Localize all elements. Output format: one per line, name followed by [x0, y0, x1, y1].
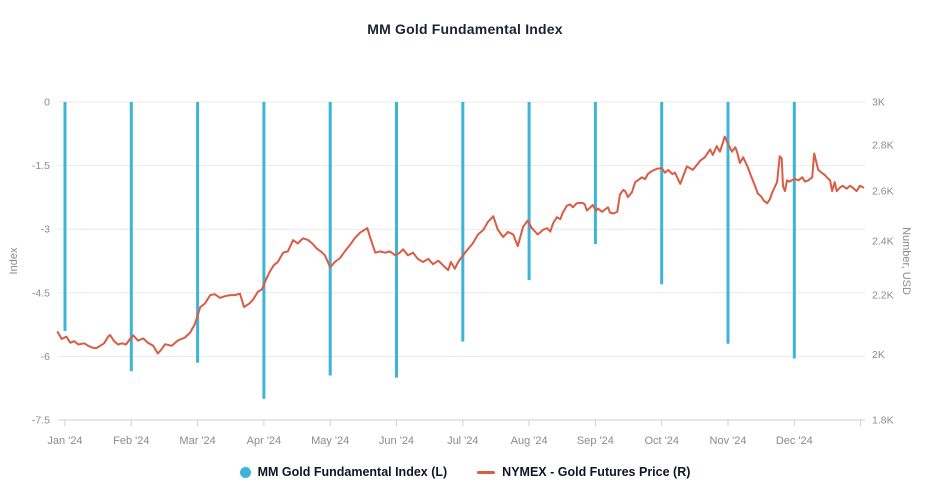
left-axis-tick-label: -7.5 — [32, 415, 50, 427]
left-axis-tick-label: -6 — [41, 351, 50, 363]
bar-jun — [395, 102, 398, 378]
x-axis-label: Mar '24 — [179, 435, 215, 447]
bar-nov — [726, 102, 730, 344]
legend-label: NYMEX - Gold Futures Price (R) — [502, 465, 691, 479]
bar-may — [328, 102, 332, 376]
bar-oct — [660, 102, 664, 285]
legend-label: MM Gold Fundamental Index (L) — [257, 465, 448, 479]
nymex-gold-futures-line — [56, 135, 865, 355]
right-axis-tick-label: 2.6K — [872, 186, 894, 198]
left-axis-tick-label: -4.5 — [32, 287, 50, 299]
bar-jul — [461, 102, 465, 342]
legend-line-icon — [477, 470, 496, 474]
bar-jan — [63, 102, 67, 331]
x-axis-label: Nov '24 — [710, 435, 747, 447]
x-axis-label: Oct '24 — [644, 435, 679, 447]
x-axis-label: Jan '24 — [47, 435, 82, 447]
x-axis-label: Apr '24 — [247, 435, 282, 447]
right-axis-tick-label: 2K — [872, 349, 885, 361]
x-axis-label: Aug '24 — [511, 435, 548, 447]
x-axis-label: Feb '24 — [113, 435, 149, 447]
left-axis-tick-label: -1.5 — [32, 160, 50, 172]
bar-feb — [129, 102, 133, 372]
right-axis-tick-label: 2.2K — [872, 290, 894, 302]
legend-item-nymex-gold-futures-price[interactable]: NYMEX - Gold Futures Price (R) — [477, 465, 690, 479]
right-axis-tick-label: 2.8K — [872, 139, 894, 151]
bar-mar — [196, 102, 200, 363]
x-axis-label: Jun '24 — [379, 435, 414, 447]
x-axis-label: Dec '24 — [776, 435, 813, 447]
legend-circle-icon — [239, 466, 251, 478]
bar-dec — [792, 102, 796, 359]
x-axis-label: May '24 — [311, 435, 349, 447]
chart-legend: MM Gold Fundamental Index (L) NYMEX - Go… — [0, 461, 930, 483]
bar-sep — [593, 102, 597, 245]
chart-title: MM Gold Fundamental Index — [367, 21, 563, 37]
bar-aug — [527, 102, 531, 281]
left-axis-tick-label: 0 — [44, 97, 50, 109]
left-axis-tick-label: -3 — [41, 224, 50, 236]
x-axis-label: Sep '24 — [577, 435, 614, 447]
bar-apr — [262, 102, 266, 399]
right-axis-tick-label: 2.4K — [872, 235, 894, 247]
x-axis-label: Jul '24 — [447, 435, 478, 447]
right-axis-tick-label: 1.8K — [872, 415, 894, 427]
right-axis-tick-label: 3K — [872, 97, 885, 109]
legend-item-mm-gold-fundamental-index[interactable]: MM Gold Fundamental Index (L) — [239, 465, 448, 479]
